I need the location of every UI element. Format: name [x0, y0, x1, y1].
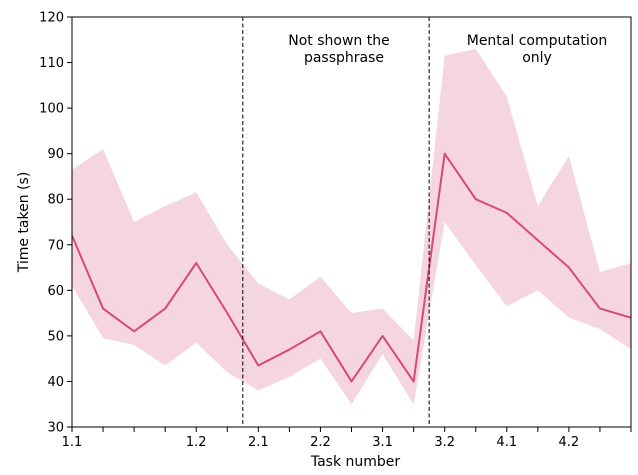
y-tick-label: 120	[39, 11, 64, 26]
y-axis: 30 40 50 60 70 80 90 100 110 120	[39, 11, 72, 436]
y-tick-label: 80	[47, 193, 64, 208]
annotation-line: Not shown the	[288, 33, 389, 49]
x-tick-label: 2.2	[310, 435, 331, 450]
y-axis-label: Time taken (s)	[16, 172, 32, 274]
x-tick-label: 1.2	[186, 435, 207, 450]
y-tick-label: 110	[39, 56, 64, 71]
x-tick-label: 3.2	[434, 435, 455, 450]
x-tick-label: 1.1	[62, 435, 83, 450]
x-tick-label: 4.2	[559, 435, 580, 450]
confidence-band-0	[72, 49, 631, 404]
x-tick-label: 4.1	[496, 435, 517, 450]
y-tick-label: 100	[39, 102, 64, 117]
x-tick-label: 3.1	[372, 435, 393, 450]
annotation-line: passphrase	[304, 50, 384, 66]
x-tick-label: 2.1	[248, 435, 269, 450]
confidence-band-layer	[72, 49, 631, 404]
y-tick-label: 30	[47, 421, 64, 436]
y-tick-label: 70	[47, 238, 64, 253]
annotation-line: only	[522, 50, 552, 66]
annotation-line: Mental computation	[467, 33, 608, 49]
y-tick-label: 40	[47, 375, 64, 390]
x-axis: 1.1 1.2 2.1 2.2 3.1 3.2 4.1 4.2	[62, 427, 631, 450]
y-tick-label: 90	[47, 147, 64, 162]
y-tick-label: 50	[47, 329, 64, 344]
x-axis-label: Task number	[310, 454, 401, 470]
y-tick-label: 60	[47, 284, 64, 299]
